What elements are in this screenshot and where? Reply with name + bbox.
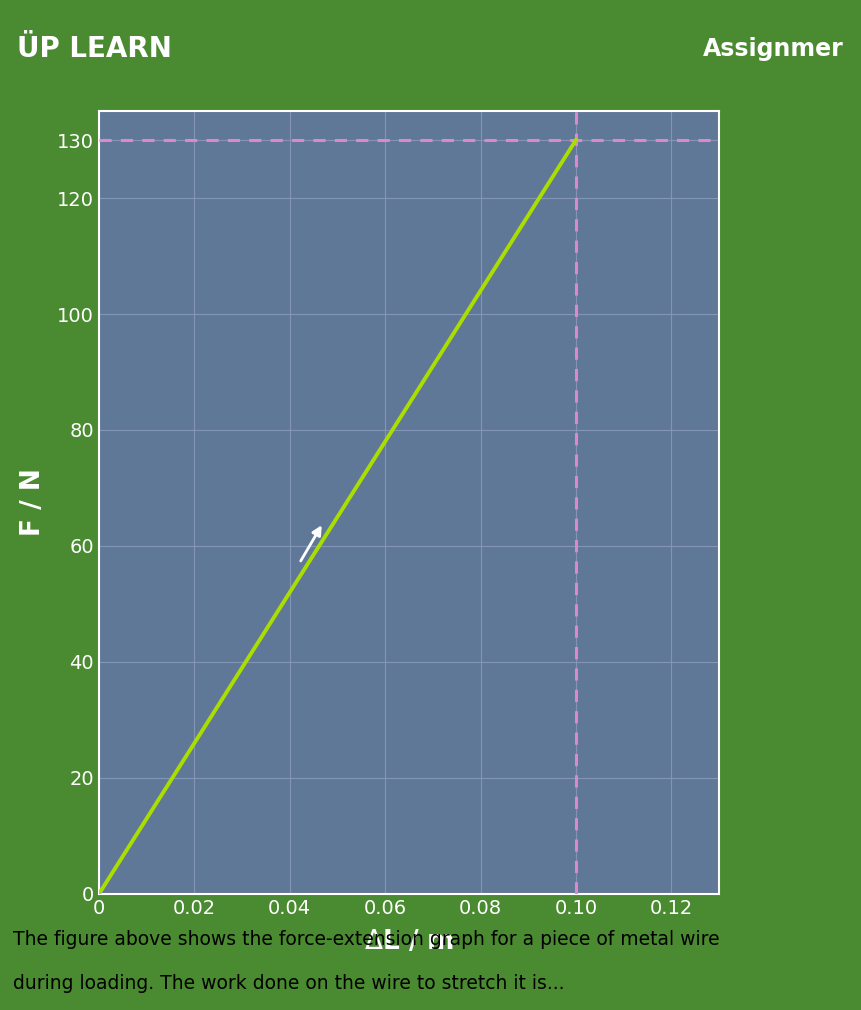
Text: during loading. The work done on the wire to stretch it is...: during loading. The work done on the wir… (13, 975, 565, 994)
Text: ÜP LEARN: ÜP LEARN (17, 35, 172, 63)
Y-axis label: F / N: F / N (20, 469, 46, 536)
Text: The figure above shows the force-extension graph for a piece of metal wire: The figure above shows the force-extensi… (13, 930, 720, 949)
X-axis label: $\Delta$L / m: $\Delta$L / m (364, 929, 454, 954)
Text: Assignmer: Assignmer (703, 37, 844, 61)
